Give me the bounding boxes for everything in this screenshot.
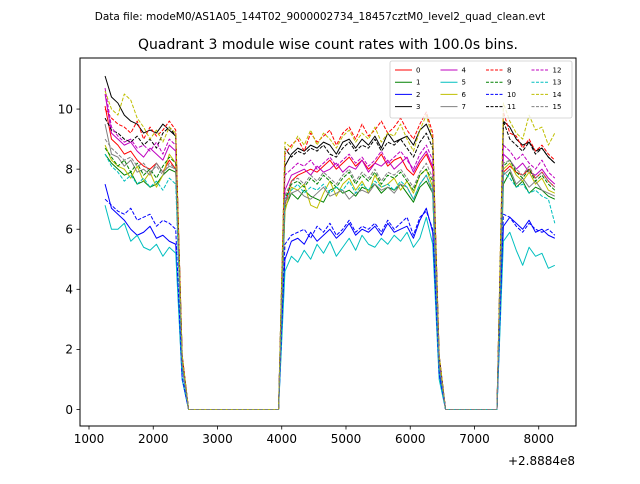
legend-label-module-6: 6 [462, 91, 467, 99]
legend-label-module-15: 15 [553, 103, 562, 111]
x-tick-label: 6000 [395, 432, 426, 446]
legend-label-module-14: 14 [553, 91, 562, 99]
axis-ticks-group: 1000 2000 3000 4000 5000 6000 7000 8000 0 2 4 6 8 10 [58, 102, 554, 446]
y-tick-label: 4 [65, 283, 73, 297]
y-tick-label: 0 [65, 403, 73, 417]
plot-series-group [104, 75, 556, 410]
legend-label-module-10: 10 [507, 91, 516, 99]
legend-label-module-11: 11 [507, 103, 516, 111]
legend-box [389, 60, 573, 119]
legend-label-module-1: 1 [416, 79, 420, 87]
legend-label-module-7: 7 [462, 103, 466, 111]
x-tick-label: 1000 [74, 432, 105, 446]
legend-label-module-13: 13 [553, 79, 562, 87]
legend-label-module-4: 4 [462, 67, 467, 75]
legend-label-module-3: 3 [416, 103, 420, 111]
x-tick-label: 8000 [523, 432, 554, 446]
legend-label-module-8: 8 [507, 67, 511, 75]
chart-title: Quadrant 3 module wise count rates with … [138, 37, 518, 53]
data-file-label: Data file: modeM0/AS1A05_144T02_90000027… [95, 11, 546, 23]
legend-label-module-2: 2 [416, 91, 420, 99]
y-tick-label: 6 [65, 223, 73, 237]
plot-frame [79, 57, 577, 427]
series-line-module-15 [104, 138, 556, 410]
x-tick-label: 7000 [459, 432, 490, 446]
legend-label-module-12: 12 [553, 67, 562, 75]
x-tick-label: 4000 [266, 432, 297, 446]
legend-label-module-0: 0 [416, 67, 420, 75]
y-tick-label: 8 [65, 162, 73, 176]
x-tick-label: 5000 [331, 432, 362, 446]
x-tick-label: 3000 [202, 432, 233, 446]
y-tick-label: 10 [58, 102, 73, 116]
legend-label-module-5: 5 [462, 79, 466, 87]
y-tick-label: 2 [65, 343, 73, 357]
x-tick-label: 2000 [138, 432, 169, 446]
legend-label-module-9: 9 [507, 79, 511, 87]
x-offset-label: +2.8884e8 [508, 454, 575, 468]
